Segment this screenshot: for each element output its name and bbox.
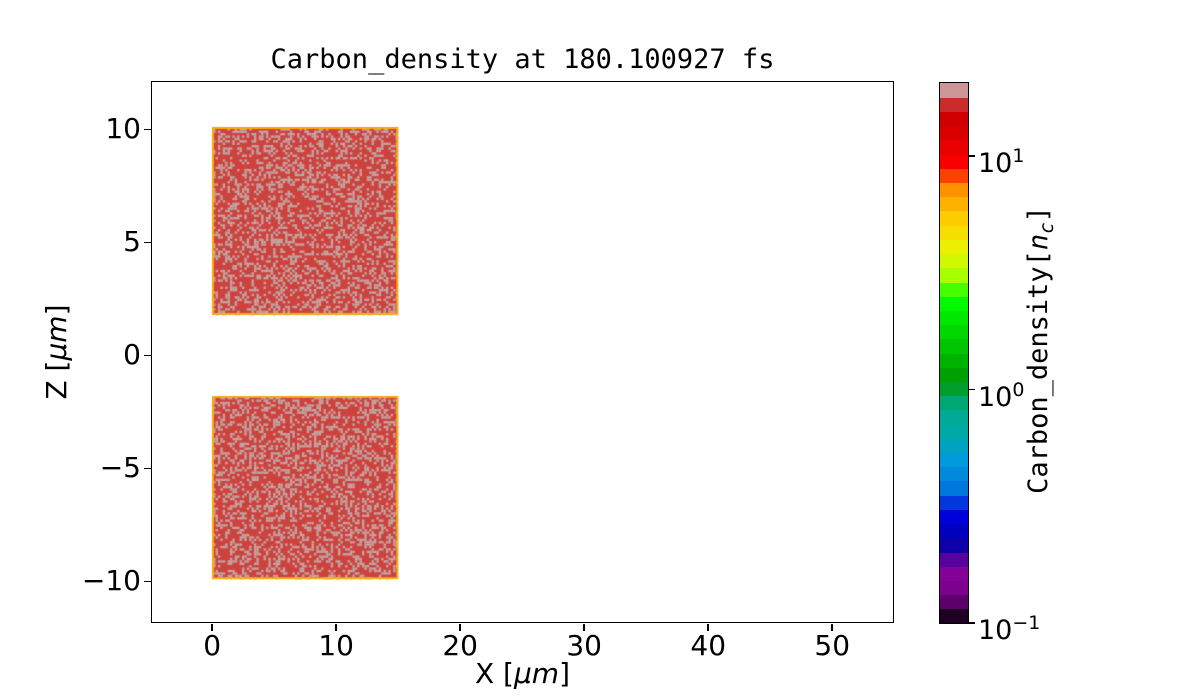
- x-tick-mark: [459, 623, 461, 631]
- plot-area: [150, 80, 894, 623]
- colorbar-band: [940, 196, 968, 212]
- colorbar-band: [940, 353, 968, 368]
- colorbar-band: [940, 324, 968, 340]
- colorbar-band: [940, 168, 968, 184]
- colorbar-label-sub: c: [1036, 222, 1059, 234]
- y-tick-label: −10: [81, 564, 141, 598]
- chart-title: Carbon_density at 180.100927 fs: [270, 44, 775, 75]
- colorbar-band: [940, 409, 968, 425]
- x-tick-mark: [583, 623, 585, 631]
- y-tick-mark: [143, 354, 151, 357]
- colorbar-tick-mark: [969, 622, 976, 624]
- colorbar-band: [940, 438, 968, 454]
- density-plot-canvas: [151, 81, 893, 622]
- y-tick-mark: [143, 467, 151, 470]
- colorbar-label-suffix: ]: [1022, 206, 1054, 223]
- colorbar-tick-base: 10: [978, 615, 1013, 646]
- colorbar-tick-base: 10: [978, 148, 1013, 180]
- colorbar-band: [940, 495, 968, 510]
- x-axis-label-suffix: ]: [559, 657, 571, 690]
- y-tick-label: −5: [99, 451, 141, 485]
- y-axis-unit: μm: [40, 315, 73, 361]
- colorbar-label-prefix: Carbon_density[: [1022, 250, 1054, 494]
- colorbar-band: [940, 225, 968, 240]
- y-tick-mark: [143, 128, 151, 131]
- colorbar-tick-mark: [969, 155, 976, 157]
- x-axis-label-prefix: X [: [474, 657, 514, 690]
- y-axis-label-suffix: ]: [40, 304, 73, 316]
- colorbar-band: [940, 580, 968, 596]
- x-axis-label: X [μm]: [152, 659, 893, 689]
- x-tick-label: 50: [814, 629, 851, 662]
- y-axis-label-prefix: Z [: [40, 360, 73, 400]
- colorbar: [939, 82, 969, 624]
- colorbar-tick-mark: [969, 388, 976, 391]
- colorbar-band: [940, 480, 968, 496]
- colorbar-band: [940, 253, 968, 269]
- colorbar-tick-label: 10−1: [978, 608, 1040, 646]
- y-tick-label: 0: [123, 338, 141, 372]
- colorbar-band: [940, 139, 968, 155]
- colorbar-band: [940, 83, 968, 98]
- colorbar-band: [940, 296, 968, 311]
- colorbar-tick-label: 101: [978, 141, 1024, 179]
- colorbar-band: [940, 210, 968, 226]
- x-axis-unit: μm: [513, 657, 560, 690]
- colorbar-band: [940, 466, 968, 482]
- y-tick-mark: [143, 580, 151, 583]
- colorbar-band: [940, 267, 968, 283]
- colorbar-band: [940, 338, 968, 354]
- colorbar-band: [940, 551, 968, 567]
- colorbar-tick-exponent: 1: [1012, 145, 1025, 168]
- x-tick-label: 10: [318, 629, 354, 662]
- colorbar-band: [940, 608, 968, 623]
- colorbar-band: [940, 111, 968, 127]
- colorbar-band: [940, 452, 968, 468]
- colorbar-tick-exponent: 0: [1012, 378, 1025, 401]
- colorbar-band: [940, 566, 968, 581]
- colorbar-band: [940, 381, 968, 397]
- y-tick-mark: [143, 241, 151, 244]
- colorbar-tick-exponent: −1: [1012, 612, 1041, 634]
- colorbar-band: [940, 424, 968, 439]
- colorbar-band: [940, 239, 968, 255]
- colorbar-band: [940, 154, 968, 169]
- x-tick-mark: [211, 623, 213, 631]
- x-tick-mark: [335, 623, 337, 631]
- colorbar-band: [940, 395, 968, 411]
- x-tick-mark: [831, 623, 833, 631]
- colorbar-band: [940, 537, 968, 553]
- y-axis-label: Z [μm]: [40, 304, 73, 400]
- colorbar-band: [940, 281, 968, 297]
- x-tick-label: 20: [442, 629, 478, 662]
- colorbar-band: [940, 97, 968, 112]
- y-tick-label: 10: [105, 112, 141, 146]
- colorbar-band: [940, 125, 968, 141]
- colorbar-band: [940, 509, 968, 525]
- x-tick-label: 0: [203, 629, 222, 662]
- colorbar-label: Carbon_density[nc]: [1022, 206, 1062, 494]
- colorbar-band: [940, 367, 968, 382]
- y-tick-label: 5: [123, 225, 141, 259]
- colorbar-label-var: n: [1022, 233, 1054, 251]
- colorbar-tick-base: 10: [978, 381, 1013, 413]
- colorbar-band: [940, 310, 968, 326]
- colorbar-tick-label: 100: [978, 375, 1024, 413]
- colorbar-band: [940, 182, 968, 198]
- x-tick-mark: [707, 623, 709, 631]
- x-tick-label: 30: [566, 629, 602, 662]
- colorbar-band: [940, 523, 968, 539]
- colorbar-band: [940, 594, 968, 610]
- x-tick-label: 40: [690, 629, 727, 662]
